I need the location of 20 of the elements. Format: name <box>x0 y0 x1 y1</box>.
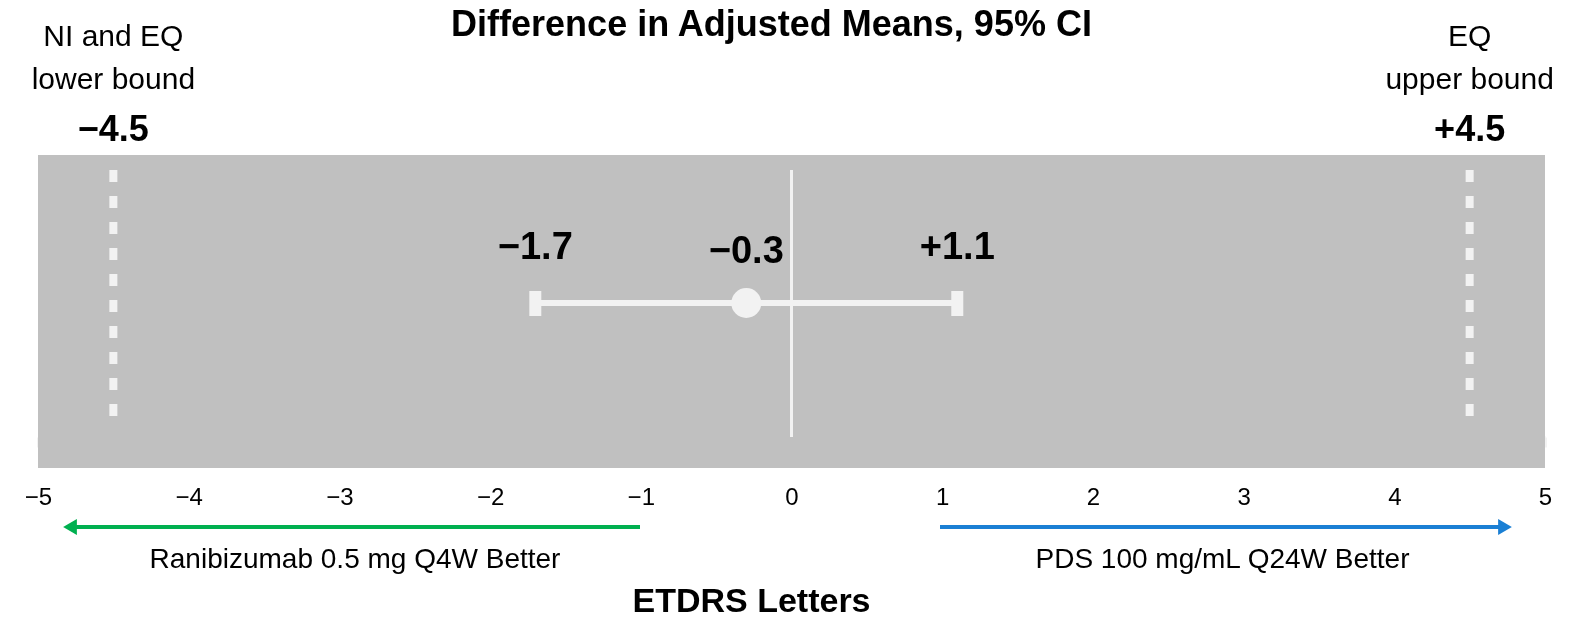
x-tick-label: −4 <box>175 482 203 510</box>
data-label: −0.3 <box>708 229 784 271</box>
annotation: +1.1 <box>919 225 995 267</box>
x-tick-label: −2 <box>476 482 505 510</box>
text: PDS 100 mg/mL Q24W Better <box>1035 543 1410 574</box>
chart-title: Difference in Adjusted Means, 95% CI <box>451 3 1092 44</box>
text: Ranibizumab 0.5 mg Q4W Better <box>149 543 561 574</box>
x-tick-label: 1 <box>936 482 950 510</box>
x-tick-label: 5 <box>1538 482 1553 510</box>
x-tick-label: −5 <box>24 482 53 510</box>
x-tick-label: −1 <box>627 482 655 510</box>
x-tick-label: 2 <box>1086 482 1101 510</box>
x-tick-label: −3 <box>326 482 354 510</box>
ref-line-label: NI and EQ lower bound −4.5 <box>31 19 196 149</box>
x-tick-label: 0 <box>785 482 799 510</box>
x-tick-label: 4 <box>1388 482 1402 510</box>
annotation: −1.7 <box>497 225 573 267</box>
x-axis-title: ETDRS Letters <box>632 581 871 619</box>
ref-line-label: EQ upper bound +4.5 <box>1385 19 1554 149</box>
x-tick-label: 3 <box>1237 482 1251 510</box>
